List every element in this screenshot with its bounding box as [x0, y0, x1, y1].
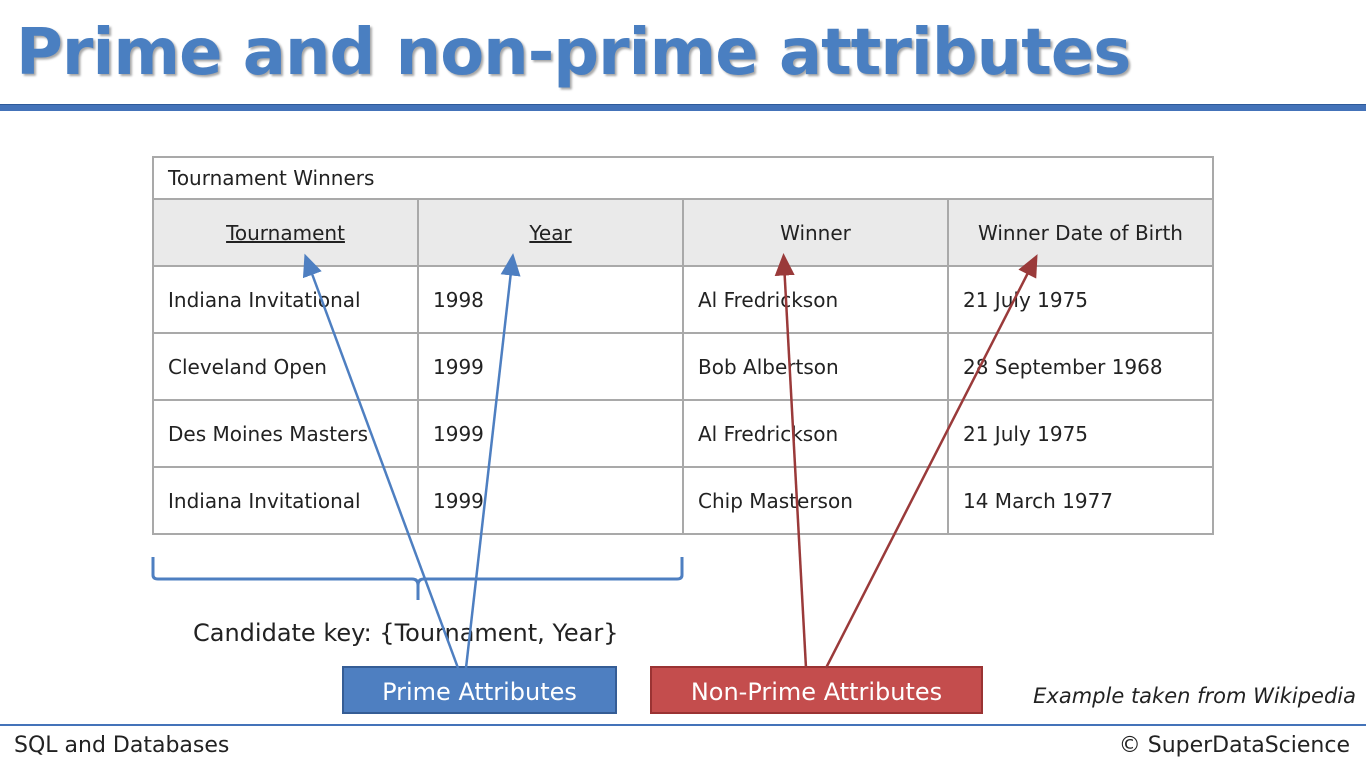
non-prime-attributes-label: Non-Prime Attributes	[650, 666, 983, 714]
table-row: Indiana Invitational 1998 Al Fredrickson…	[152, 265, 1214, 334]
header-winner-dob: Winner Date of Birth	[947, 198, 1214, 267]
cell-tournament: Cleveland Open	[152, 332, 419, 401]
candidate-key-brace	[151, 557, 684, 600]
header-winner: Winner	[682, 198, 949, 267]
tournament-winners-table: Tournament Winners Tournament Year Winne…	[152, 156, 1214, 535]
cell-year: 1999	[417, 399, 684, 468]
footer-course-name: SQL and Databases	[14, 733, 230, 758]
footer-copyright: © SuperDataScience	[1118, 733, 1350, 758]
table-row: Cleveland Open 1999 Bob Albertson 28 Sep…	[152, 332, 1214, 401]
cell-winner-dob: 28 September 1968	[947, 332, 1214, 401]
cell-winner-dob: 21 July 1975	[947, 265, 1214, 334]
cell-winner: Chip Masterson	[682, 466, 949, 535]
candidate-key-label: Candidate key: {Tournament, Year}	[193, 619, 619, 647]
source-note: Example taken from Wikipedia	[1033, 684, 1356, 708]
cell-tournament: Indiana Invitational	[152, 466, 419, 535]
slide-title: Prime and non-prime attributes	[16, 16, 1131, 90]
table-row: Indiana Invitational 1999 Chip Masterson…	[152, 466, 1214, 535]
table-row: Des Moines Masters 1999 Al Fredrickson 2…	[152, 399, 1214, 468]
cell-winner: Bob Albertson	[682, 332, 949, 401]
cell-year: 1999	[417, 466, 684, 535]
cell-winner-dob: 21 July 1975	[947, 399, 1214, 468]
cell-tournament: Indiana Invitational	[152, 265, 419, 334]
cell-winner-dob: 14 March 1977	[947, 466, 1214, 535]
footer-divider	[0, 724, 1366, 726]
cell-year: 1998	[417, 265, 684, 334]
cell-winner: Al Fredrickson	[682, 399, 949, 468]
title-divider	[0, 104, 1366, 111]
cell-year: 1999	[417, 332, 684, 401]
cell-winner: Al Fredrickson	[682, 265, 949, 334]
cell-tournament: Des Moines Masters	[152, 399, 419, 468]
table-header-row: Tournament Year Winner Winner Date of Bi…	[152, 198, 1214, 267]
prime-attributes-label: Prime Attributes	[342, 666, 617, 714]
header-year: Year	[417, 198, 684, 267]
table-caption: Tournament Winners	[152, 156, 1214, 198]
header-tournament: Tournament	[152, 198, 419, 267]
